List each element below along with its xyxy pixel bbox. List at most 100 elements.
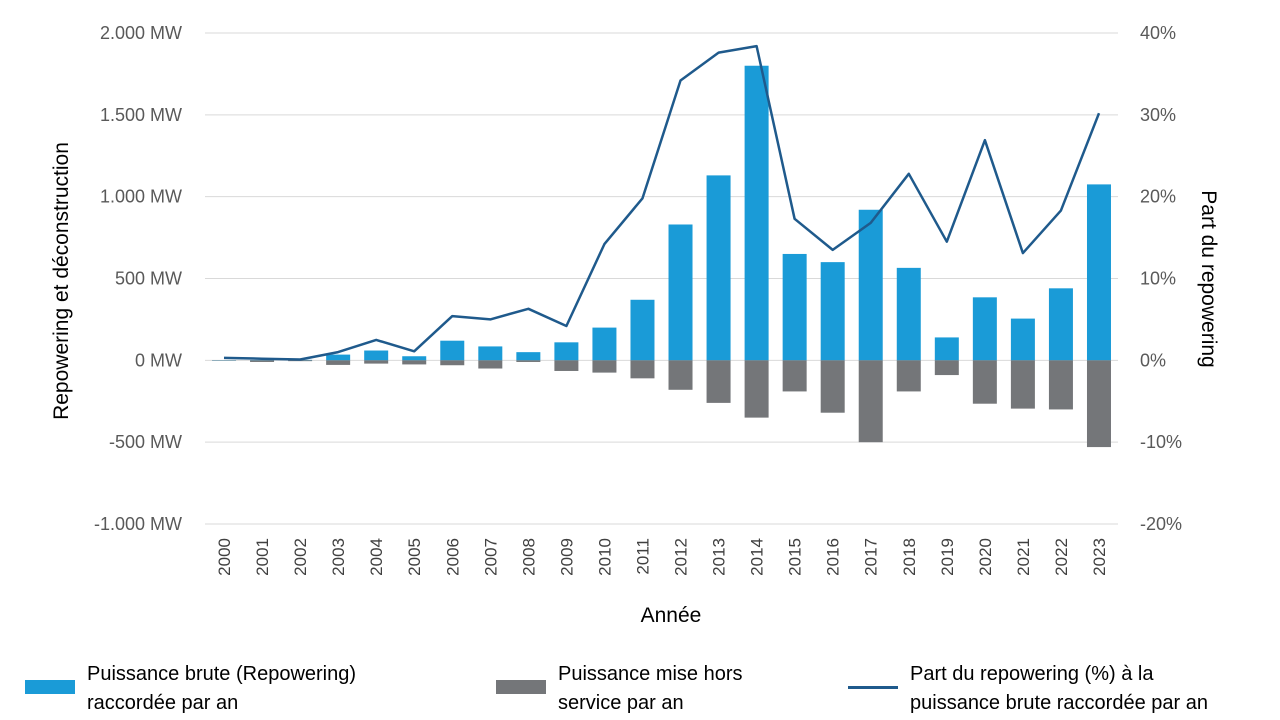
x-tick-label: 2008: [519, 538, 538, 576]
bar-repowering: [554, 342, 579, 361]
bar-repowering: [668, 224, 693, 361]
x-tick-label: 2014: [748, 538, 767, 576]
bar-repowering: [1010, 318, 1035, 361]
y-tick-label: -500 MW: [109, 432, 182, 452]
bar-repowering: [820, 262, 845, 361]
bar-decommissioned: [440, 360, 465, 366]
bar-repowering: [1048, 288, 1073, 361]
y-tick-label: 0 MW: [135, 350, 182, 370]
y-tick-label: 500 MW: [115, 269, 182, 289]
bar-decommissioned: [592, 360, 617, 373]
line-share: [223, 44, 1101, 361]
x-tick-label: 2009: [557, 538, 576, 576]
legend-label-line-2: raccordée par an: [87, 692, 239, 714]
x-tick-label: 2000: [215, 538, 234, 576]
bar-decommissioned: [478, 360, 503, 369]
y-axis-left-ticks: 2.000 MW 1.500 MW 1.000 MW 500 MW 0 MW -500 M…: [94, 23, 182, 534]
bar-decommissioned: [364, 360, 389, 364]
bar-repowering: [706, 175, 731, 361]
bar-decommissioned: [516, 360, 541, 362]
x-tick-label: 2005: [405, 538, 424, 576]
y-tick-label-right: 40%: [1140, 23, 1176, 43]
bar-repowering: [782, 253, 807, 361]
bar-decommissioned: [326, 360, 351, 365]
y-tick-label-right: -10%: [1140, 432, 1182, 452]
y-tick-label-right: 20%: [1140, 187, 1176, 207]
bar-repowering: [402, 356, 427, 361]
bar-decommissioned: [782, 360, 807, 392]
bar-decommissioned: [820, 360, 845, 413]
x-tick-label: 2001: [253, 538, 272, 576]
bar-decommissioned: [250, 360, 275, 362]
bars-decommissioned: [212, 360, 1111, 448]
bar-repowering: [630, 299, 655, 361]
bar-repowering: [478, 346, 503, 361]
y-axis-left-title: Repowering et déconstruction: [50, 142, 73, 420]
bar-decommissioned: [668, 360, 693, 390]
x-tick-label: 2011: [633, 538, 652, 575]
x-tick-label: 2006: [443, 538, 462, 576]
x-tick-label: 2017: [862, 538, 881, 576]
x-axis-ticks: 2000 2001 2002 2003 2004 2005 2006 2007 2008 2009…: [215, 538, 1109, 576]
bar-repowering: [440, 340, 465, 361]
x-tick-label: 2018: [900, 538, 919, 576]
x-tick-label: 2013: [710, 538, 729, 576]
bar-repowering: [744, 65, 769, 361]
legend-label-line-1: Puissance brute (Repowering): [87, 663, 357, 685]
bar-repowering: [516, 352, 541, 361]
legend-label-line-2: puissance brute raccordée par an: [910, 692, 1208, 714]
bar-repowering: [934, 337, 959, 361]
legend-swatch-repowering: [25, 680, 75, 694]
x-tick-label: 2020: [976, 538, 995, 576]
x-tick-label: 2004: [367, 538, 386, 576]
x-tick-label: 2007: [481, 538, 500, 576]
bars-repowering: [212, 65, 1111, 361]
y-axis-right-title: Part du repowering: [1197, 190, 1220, 367]
bar-decommissioned: [744, 360, 769, 418]
x-tick-label: 2022: [1052, 538, 1071, 576]
bar-decommissioned: [972, 360, 997, 404]
bar-repowering: [326, 354, 351, 361]
bar-decommissioned: [1048, 360, 1073, 410]
bar-decommissioned: [934, 360, 959, 376]
bar-decommissioned: [896, 360, 921, 392]
x-axis-title: Année: [641, 604, 702, 627]
x-tick-label: 2019: [938, 538, 957, 576]
bar-decommissioned: [706, 360, 731, 403]
repowering-share-line: [223, 44, 1101, 361]
bar-repowering: [896, 267, 921, 361]
bar-decommissioned: [402, 360, 427, 365]
gridlines: [205, 32, 1118, 525]
bar-repowering: [364, 350, 389, 361]
y-tick-label: -1.000 MW: [94, 514, 182, 534]
y-tick-label: 1.000 MW: [100, 187, 182, 207]
bar-repowering: [972, 297, 997, 361]
bar-decommissioned: [858, 360, 883, 443]
x-tick-label: 2002: [291, 538, 310, 576]
y-tick-label-right: -20%: [1140, 514, 1182, 534]
legend-label-line-1: Puissance mise hors: [558, 663, 743, 685]
y-tick-label-right: 0%: [1140, 350, 1166, 370]
legend-swatch-share: [848, 686, 898, 689]
y-tick-label-right: 30%: [1140, 105, 1176, 125]
y-axis-right-ticks: 40% 30% 20% 10% 0% -10% -20%: [1140, 23, 1182, 534]
y-tick-label-right: 10%: [1140, 269, 1176, 289]
x-tick-label: 2016: [824, 538, 843, 576]
bar-decommissioned: [1010, 360, 1035, 409]
x-tick-label: 2021: [1014, 538, 1033, 576]
y-tick-label: 1.500 MW: [100, 105, 182, 125]
bar-decommissioned: [630, 360, 655, 379]
bar-repowering: [592, 327, 617, 361]
legend-label-line-2: service par an: [558, 692, 684, 714]
x-tick-label: 2010: [595, 538, 614, 576]
x-tick-label: 2015: [786, 538, 805, 576]
bar-decommissioned: [1086, 360, 1111, 448]
x-tick-label: 2023: [1090, 538, 1109, 576]
x-tick-label: 2012: [672, 538, 691, 576]
bar-repowering: [858, 209, 883, 361]
legend-swatch-decommissioned: [496, 680, 546, 694]
legend-label-line-1: Part du repowering (%) à la: [910, 663, 1154, 685]
x-tick-label: 2003: [329, 538, 348, 576]
y-tick-label: 2.000 MW: [100, 23, 182, 43]
